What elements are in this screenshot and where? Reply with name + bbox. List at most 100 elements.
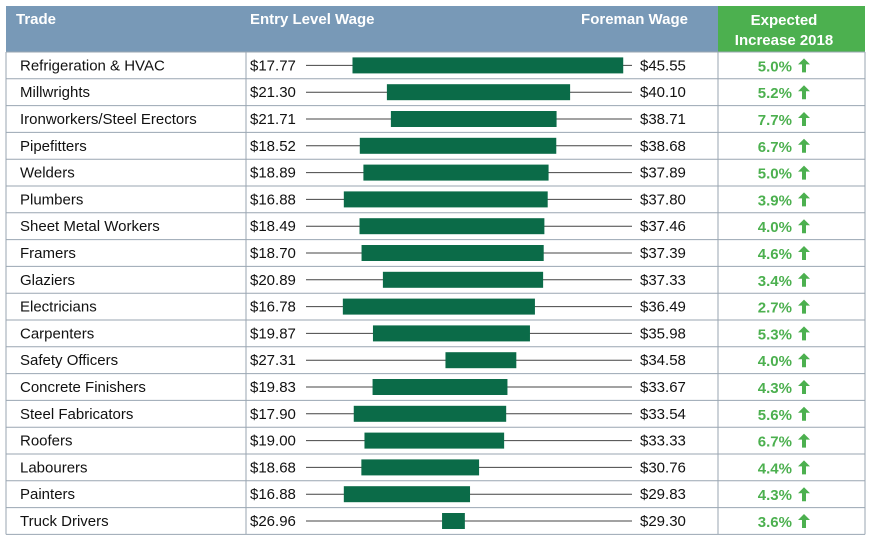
wage-range-bar (361, 245, 544, 261)
foreman-wage-label: $37.46 (640, 218, 686, 235)
trade-label: Millwrights (20, 84, 90, 101)
arrow-up-icon (798, 406, 810, 421)
trade-label: Sheet Metal Workers (20, 218, 160, 235)
foreman-wage-label: $36.49 (640, 299, 686, 316)
entry-wage-label: $16.88 (250, 191, 296, 208)
increase-label: 5.2% (758, 85, 792, 102)
arrow-up-icon (798, 246, 810, 260)
foreman-wage-label: $29.83 (640, 486, 686, 503)
arrow-up-icon (798, 353, 810, 368)
entry-wage-label: $19.87 (250, 325, 296, 342)
trade-label: Pipefitters (20, 138, 87, 155)
increase-label: 3.4% (758, 273, 792, 290)
header-background (6, 6, 718, 52)
foreman-wage-label: $37.33 (640, 272, 686, 289)
entry-wage-label: $18.70 (250, 245, 296, 262)
trade-label: Roofers (20, 433, 73, 450)
wage-range-bar (445, 352, 517, 369)
entry-wage-label: $17.90 (250, 406, 296, 423)
arrow-up-icon (798, 514, 810, 528)
foreman-wage-label: $30.76 (640, 459, 686, 476)
wage-range-bar (361, 459, 480, 476)
foreman-wage-label: $33.33 (640, 433, 686, 450)
arrow-up-icon (798, 112, 810, 126)
wage-range-bar (363, 164, 549, 181)
trade-label: Glaziers (20, 272, 75, 289)
wage-range-bar (382, 271, 544, 288)
foreman-wage-label: $34.58 (640, 352, 686, 369)
wage-range-bar (343, 486, 471, 503)
trade-label: Truck Drivers (20, 513, 109, 530)
foreman-wage-label: $33.67 (640, 379, 686, 396)
entry-wage-label: $19.83 (250, 379, 296, 396)
wage-range-bar (359, 218, 545, 235)
wage-range-bar (386, 84, 571, 101)
foreman-wage-label: $29.30 (640, 513, 686, 530)
entry-wage-label: $18.49 (250, 218, 296, 235)
wage-range-bar (342, 298, 535, 315)
increase-label: 5.6% (758, 407, 792, 424)
trade-label: Carpenters (20, 325, 94, 342)
trade-label: Ironworkers/Steel Erectors (20, 111, 197, 128)
entry-wage-column-header: Entry Level Wage (250, 11, 374, 28)
wage-range-bar (352, 57, 624, 74)
entry-wage-label: $20.89 (250, 272, 296, 289)
foreman-wage-label: $33.54 (640, 406, 686, 423)
increase-label: 2.7% (758, 300, 792, 317)
increase-label: 4.0% (758, 353, 792, 370)
arrow-up-icon (798, 219, 810, 234)
wage-range-bar (372, 379, 508, 395)
foreman-wage-label: $37.80 (640, 191, 686, 208)
entry-wage-label: $18.52 (250, 138, 296, 155)
entry-wage-label: $18.89 (250, 165, 296, 182)
entry-wage-label: $18.68 (250, 459, 296, 476)
trade-column-header: Trade (16, 11, 56, 28)
arrow-up-icon (798, 138, 810, 153)
arrow-up-icon (798, 272, 810, 287)
entry-wage-label: $21.71 (250, 111, 296, 128)
trade-label: Framers (20, 245, 76, 262)
foreman-wage-label: $37.39 (640, 245, 686, 262)
entry-wage-label: $27.31 (250, 352, 296, 369)
arrow-up-icon (798, 326, 810, 341)
increase-label: 4.3% (758, 487, 792, 504)
wage-range-bar (353, 405, 507, 422)
trade-label: Electricians (20, 299, 97, 316)
foreman-wage-label: $37.89 (640, 165, 686, 182)
increase-label: 5.3% (758, 326, 792, 343)
trade-label: Painters (20, 486, 75, 503)
foreman-wage-label: $38.68 (640, 138, 686, 155)
increase-label: 4.0% (758, 219, 792, 236)
foreman-wage-label: $38.71 (640, 111, 686, 128)
wage-range-bar (390, 111, 557, 127)
entry-wage-label: $21.30 (250, 84, 296, 101)
foreman-wage-label: $40.10 (640, 84, 686, 101)
trade-label: Plumbers (20, 191, 83, 208)
trade-label: Labourers (20, 459, 88, 476)
trade-label: Refrigeration & HVAC (20, 57, 165, 74)
wage-range-bar (372, 325, 530, 342)
entry-wage-label: $16.88 (250, 486, 296, 503)
wage-range-bar (364, 432, 505, 449)
arrow-up-icon (798, 85, 810, 100)
increase-label: 5.0% (758, 58, 792, 75)
trade-label: Welders (20, 165, 75, 182)
trade-label: Steel Fabricators (20, 406, 133, 423)
entry-wage-label: $26.96 (250, 513, 296, 530)
increase-label: 4.3% (758, 380, 792, 397)
increase-label: 3.9% (758, 192, 792, 209)
arrow-up-icon (798, 460, 810, 475)
increase-label: 3.6% (758, 514, 792, 531)
entry-wage-label: $17.77 (250, 57, 296, 74)
arrow-up-icon (798, 165, 810, 180)
trade-label: Concrete Finishers (20, 379, 146, 396)
increase-label: 4.6% (758, 246, 792, 263)
foreman-wage-column-header: Foreman Wage (581, 11, 688, 28)
increase-label: 6.7% (758, 434, 792, 451)
chart-rows: Refrigeration & HVAC $17.77 $45.55 5.0% Mill… (5, 51, 866, 535)
wage-range-bar (343, 191, 548, 208)
wage-range-bar (359, 137, 557, 154)
entry-wage-label: $19.00 (250, 433, 296, 450)
